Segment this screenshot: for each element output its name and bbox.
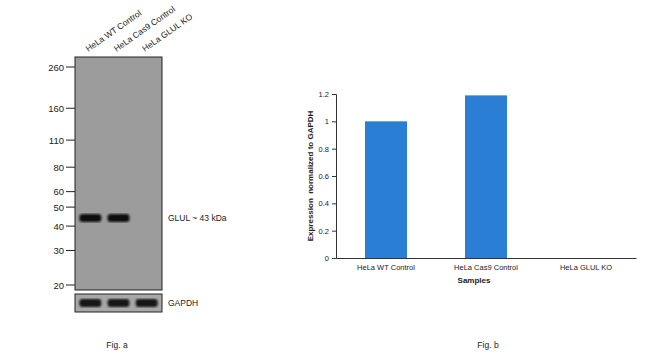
marker-label: 30 xyxy=(53,245,64,256)
y-tick: 1 xyxy=(325,117,336,126)
y-tick: 1.2 xyxy=(319,90,336,99)
bar xyxy=(365,121,407,258)
y-tick-mark xyxy=(332,231,336,232)
y-tick: 0 xyxy=(325,254,336,263)
x-axis: HeLa WT Control HeLa Cas9 Control HeLa GLU… xyxy=(337,258,637,272)
x-tick-label: HeLa Cas9 Control xyxy=(454,263,518,272)
y-tick-mark xyxy=(332,149,336,150)
marker-tick xyxy=(66,167,75,168)
gapdh-band xyxy=(108,299,130,307)
glul-band xyxy=(108,214,130,222)
marker-label: 40 xyxy=(53,221,64,232)
marker-tick xyxy=(66,140,75,141)
marker-label: 160 xyxy=(48,103,64,114)
y-axis-title: Expression normalized to GAPDH xyxy=(306,110,315,241)
marker-tick xyxy=(66,285,75,286)
marker-label: 260 xyxy=(48,62,64,73)
x-tick: HeLa GLUL KO xyxy=(560,258,612,272)
caption: Fig. b xyxy=(477,340,499,350)
y-axis-line xyxy=(332,95,337,259)
y-tick-label: 0.4 xyxy=(319,199,329,208)
x-tick: HeLa WT Control xyxy=(357,258,415,272)
y-axis: 0 0.2 0.4 0.6 0.8 1 1.2 xyxy=(319,90,337,263)
marker-tick xyxy=(66,250,75,251)
blot-panel: 260160110806050403020HeLa WT ControlHeLa… xyxy=(48,4,227,350)
loading-label: GAPDH xyxy=(168,298,198,308)
y-tick-mark xyxy=(332,121,336,122)
y-tick-mark xyxy=(332,203,336,204)
marker-label: 110 xyxy=(49,135,64,146)
y-tick-mark xyxy=(332,258,336,259)
gapdh-strip xyxy=(75,294,162,312)
x-tick-label: HeLa WT Control xyxy=(357,263,415,272)
marker-tick xyxy=(66,191,75,192)
marker-label: 20 xyxy=(53,280,64,291)
marker-label: 80 xyxy=(53,162,64,173)
y-tick-label: 1 xyxy=(325,117,329,126)
y-tick-label: 0 xyxy=(325,254,329,263)
marker-tick xyxy=(66,108,75,109)
band-label: GLUL ~ 43 kDa xyxy=(168,213,227,223)
bars xyxy=(365,95,507,258)
gapdh-band xyxy=(136,299,158,307)
marker-tick xyxy=(66,67,75,68)
lane-label: HeLa GLUL KO xyxy=(140,11,195,53)
y-tick-label: 0.2 xyxy=(319,227,329,236)
bar-chart: 0 0.2 0.4 0.6 0.8 1 1.2 HeLa WT Control HeLa Cas… xyxy=(306,90,637,350)
figure: 260160110806050403020HeLa WT ControlHeLa… xyxy=(0,0,650,355)
marker-tick xyxy=(66,226,75,227)
y-tick-mark xyxy=(332,94,336,95)
x-axis-line xyxy=(337,258,637,259)
bar xyxy=(565,258,607,259)
marker-tick xyxy=(66,207,75,208)
y-tick: 0.2 xyxy=(319,227,336,236)
x-tick: HeLa Cas9 Control xyxy=(454,258,518,272)
marker-label: 60 xyxy=(53,186,64,197)
y-tick-mark xyxy=(332,176,336,177)
blot-membrane xyxy=(75,57,162,290)
x-axis-title: Samples xyxy=(458,276,491,285)
y-tick: 0.4 xyxy=(319,199,336,208)
glul-band xyxy=(79,214,101,222)
bar xyxy=(465,95,507,258)
caption: Fig. a xyxy=(106,340,128,350)
gapdh-band xyxy=(79,299,101,307)
y-tick-label: 0.8 xyxy=(319,145,329,154)
marker-label: 50 xyxy=(53,202,64,213)
x-tick-label: HeLa GLUL KO xyxy=(560,263,612,272)
y-tick: 0.8 xyxy=(319,145,336,154)
y-tick-label: 1.2 xyxy=(319,90,329,99)
y-tick-label: 0.6 xyxy=(319,172,329,181)
y-tick: 0.6 xyxy=(319,172,336,181)
